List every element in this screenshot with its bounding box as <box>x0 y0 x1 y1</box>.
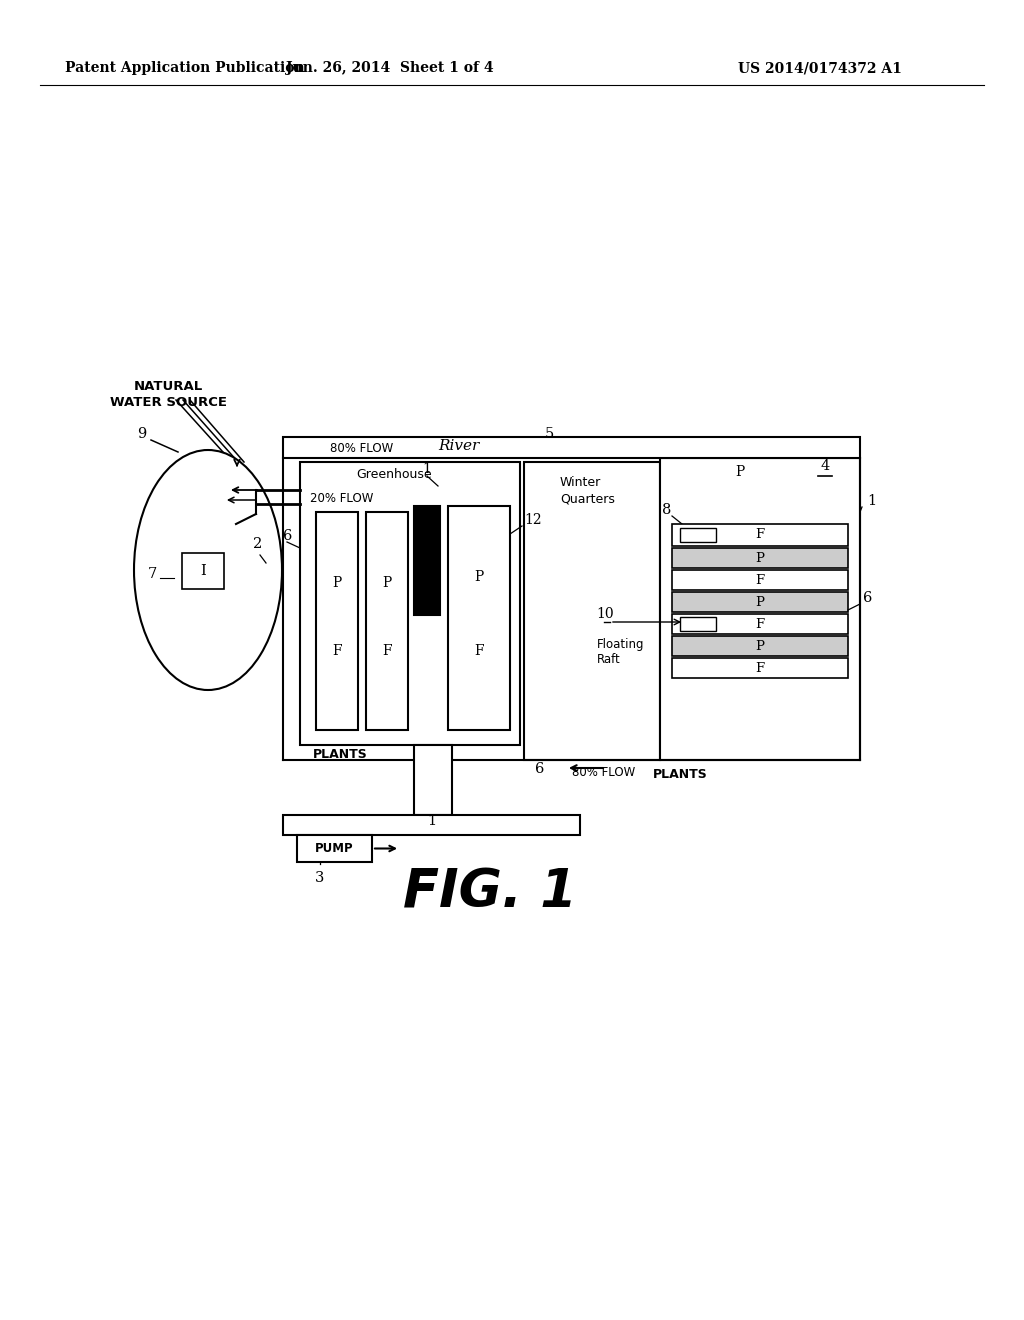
Bar <box>680 616 716 631</box>
Text: NATURAL
WATER SOURCE: NATURAL WATER SOURCE <box>110 380 226 409</box>
Text: F: F <box>474 644 483 657</box>
Ellipse shape <box>134 450 282 690</box>
Text: Patent Application Publication: Patent Application Publication <box>65 61 304 75</box>
Text: 7: 7 <box>147 568 157 581</box>
Bar <box>672 614 848 634</box>
Text: 1: 1 <box>427 814 436 828</box>
Text: F: F <box>756 661 765 675</box>
Text: 4: 4 <box>820 459 829 473</box>
Text: Greenhouse: Greenhouse <box>356 467 432 480</box>
Bar <box>297 836 372 862</box>
Text: US 2014/0174372 A1: US 2014/0174372 A1 <box>738 61 902 75</box>
Text: 12: 12 <box>524 513 542 527</box>
Text: 2: 2 <box>253 537 262 550</box>
Text: River: River <box>438 440 479 453</box>
Bar <box>414 744 452 814</box>
Text: P: P <box>756 639 765 652</box>
Bar <box>283 437 860 458</box>
Text: Floating
Raft: Floating Raft <box>597 638 644 667</box>
Bar <box>182 553 224 589</box>
Text: P: P <box>333 576 342 590</box>
Text: 80% FLOW: 80% FLOW <box>572 767 635 780</box>
Text: 6: 6 <box>863 591 872 605</box>
Bar <box>283 814 580 836</box>
Bar <box>672 636 848 656</box>
Text: P: P <box>756 595 765 609</box>
Text: PUMP: PUMP <box>315 842 354 855</box>
Text: F: F <box>332 644 342 657</box>
Text: FIG. 1: FIG. 1 <box>403 866 577 917</box>
Text: F: F <box>756 528 765 541</box>
Bar <box>449 506 510 730</box>
Bar <box>524 462 660 760</box>
Bar <box>316 512 358 730</box>
Bar <box>672 524 848 546</box>
Text: F: F <box>756 573 765 586</box>
Text: 20% FLOW: 20% FLOW <box>310 491 374 504</box>
Text: 3: 3 <box>315 871 325 884</box>
Text: P: P <box>735 465 744 479</box>
Bar <box>680 528 716 543</box>
Bar <box>672 591 848 612</box>
Bar <box>414 506 440 615</box>
Text: 1: 1 <box>422 462 431 477</box>
Text: Winter
Quarters: Winter Quarters <box>560 477 614 506</box>
Text: 9: 9 <box>137 426 146 441</box>
Text: PLANTS: PLANTS <box>312 748 368 762</box>
Text: 8: 8 <box>662 503 672 517</box>
Text: P: P <box>382 576 391 590</box>
Bar <box>672 548 848 568</box>
Text: P: P <box>474 570 483 583</box>
Text: 80% FLOW: 80% FLOW <box>330 441 393 454</box>
Text: 6: 6 <box>536 762 545 776</box>
Text: P: P <box>756 552 765 565</box>
Text: 10: 10 <box>596 607 613 620</box>
Text: 5: 5 <box>545 426 554 441</box>
Text: 6: 6 <box>284 529 293 543</box>
Text: I: I <box>200 564 206 578</box>
Bar <box>672 657 848 678</box>
Text: F: F <box>756 618 765 631</box>
Bar <box>366 512 408 730</box>
Bar <box>300 462 520 744</box>
Text: 1: 1 <box>867 494 877 508</box>
Bar <box>660 458 860 760</box>
Text: PLANTS: PLANTS <box>652 768 708 781</box>
Text: F: F <box>382 644 392 657</box>
Text: Jun. 26, 2014  Sheet 1 of 4: Jun. 26, 2014 Sheet 1 of 4 <box>286 61 494 75</box>
Bar <box>672 570 848 590</box>
